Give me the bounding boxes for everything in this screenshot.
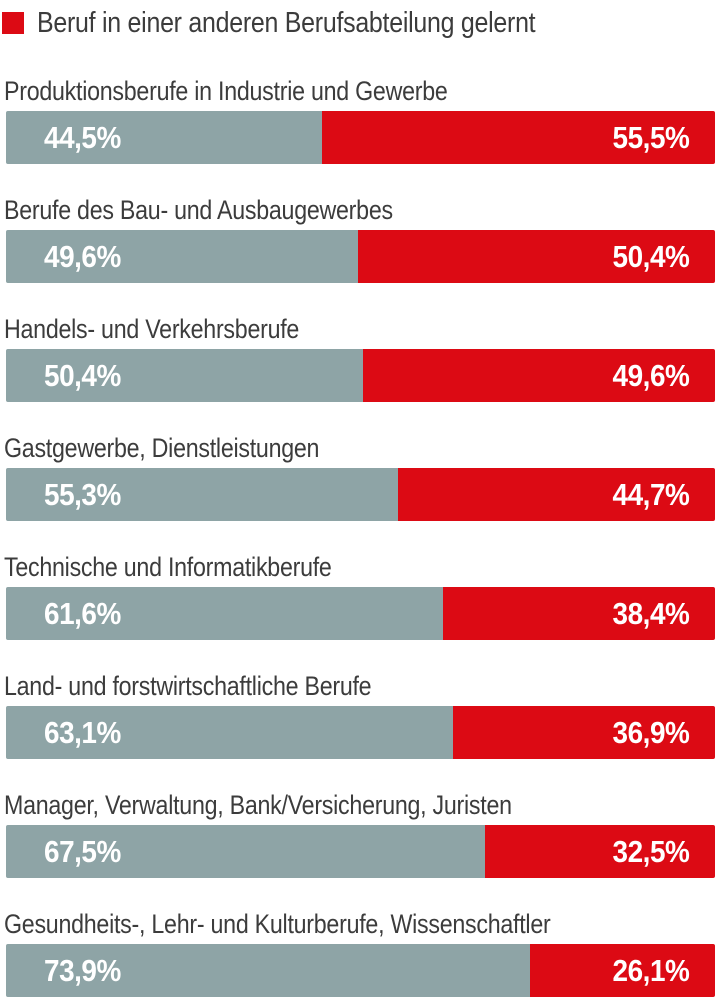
gray-value-label: 49,6% <box>44 239 121 274</box>
red-value-label: 55,5% <box>612 120 689 155</box>
category-label: Gesundheits-, Lehr- und Kulturberufe, Wi… <box>4 909 551 939</box>
bar-segment-gray: 63,1% <box>6 706 454 759</box>
chart-legend: Beruf in einer anderen Berufsabteilung g… <box>2 8 720 38</box>
category-label: Technische und Informatikberufe <box>4 552 332 582</box>
bar-segment-red: 38,4% <box>442 587 715 640</box>
stacked-bar: 55,3% 44,7% <box>6 468 715 521</box>
category-label: Berufe des Bau- und Ausbaugewerbes <box>4 195 393 225</box>
gray-value-label: 61,6% <box>44 596 121 631</box>
gray-value-label: 67,5% <box>44 834 121 869</box>
stacked-bar: 63,1% 36,9% <box>6 706 715 759</box>
gray-value-label: 44,5% <box>44 120 121 155</box>
bar-segment-gray: 73,9% <box>6 944 530 997</box>
legend-red-swatch-icon <box>2 12 24 34</box>
bar-row: Technische und Informatikberufe 61,6% 38… <box>0 552 720 640</box>
stacked-bar: 61,6% 38,4% <box>6 587 715 640</box>
stacked-bar: 44,5% 55,5% <box>6 111 715 164</box>
red-value-label: 49,6% <box>612 358 689 393</box>
bar-segment-gray: 61,6% <box>6 587 443 640</box>
category-label: Land- und forstwirtschaftliche Berufe <box>4 671 372 701</box>
bar-segment-red: 44,7% <box>398 468 715 521</box>
bar-segment-red: 36,9% <box>453 706 715 759</box>
bar-segment-gray: 49,6% <box>6 230 358 283</box>
category-label: Handels- und Verkehrsberufe <box>4 314 300 344</box>
bar-segment-gray: 55,3% <box>6 468 399 521</box>
bar-row: Land- und forstwirtschaftliche Berufe 63… <box>0 671 720 759</box>
category-label: Manager, Verwaltung, Bank/Versicherung, … <box>4 790 512 820</box>
red-value-label: 36,9% <box>612 715 689 750</box>
bar-row: Handels- und Verkehrsberufe 50,4% 49,6% <box>0 314 720 402</box>
bar-row: Manager, Verwaltung, Bank/Versicherung, … <box>0 790 720 878</box>
bar-row: Berufe des Bau- und Ausbaugewerbes 49,6%… <box>0 195 720 283</box>
bar-row: Gastgewerbe, Dienstleistungen 55,3% 44,7… <box>0 433 720 521</box>
category-label: Produktionsberufe in Industrie und Gewer… <box>4 76 448 106</box>
bar-segment-red: 50,4% <box>357 230 715 283</box>
gray-value-label: 55,3% <box>44 477 121 512</box>
red-value-label: 50,4% <box>612 239 689 274</box>
red-value-label: 32,5% <box>612 834 689 869</box>
stacked-bar: 50,4% 49,6% <box>6 349 715 402</box>
category-label: Gastgewerbe, Dienstleistungen <box>4 433 320 463</box>
bar-chart: Produktionsberufe in Industrie und Gewer… <box>0 76 720 997</box>
bar-segment-gray: 44,5% <box>6 111 322 164</box>
gray-value-label: 63,1% <box>44 715 121 750</box>
red-value-label: 38,4% <box>612 596 689 631</box>
red-value-label: 44,7% <box>612 477 689 512</box>
bar-segment-red: 55,5% <box>321 111 715 164</box>
legend-label: Beruf in einer anderen Berufsabteilung g… <box>37 6 536 39</box>
stacked-bar: 67,5% 32,5% <box>6 825 715 878</box>
stacked-bar: 73,9% 26,1% <box>6 944 715 997</box>
stacked-bar: 49,6% 50,4% <box>6 230 715 283</box>
bar-segment-gray: 50,4% <box>6 349 364 402</box>
bar-segment-red: 26,1% <box>529 944 715 997</box>
bar-segment-red: 32,5% <box>484 825 715 878</box>
bar-segment-red: 49,6% <box>363 349 715 402</box>
bar-segment-gray: 67,5% <box>6 825 485 878</box>
bar-row: Gesundheits-, Lehr- und Kulturberufe, Wi… <box>0 909 720 997</box>
bar-row: Produktionsberufe in Industrie und Gewer… <box>0 76 720 164</box>
gray-value-label: 50,4% <box>44 358 121 393</box>
